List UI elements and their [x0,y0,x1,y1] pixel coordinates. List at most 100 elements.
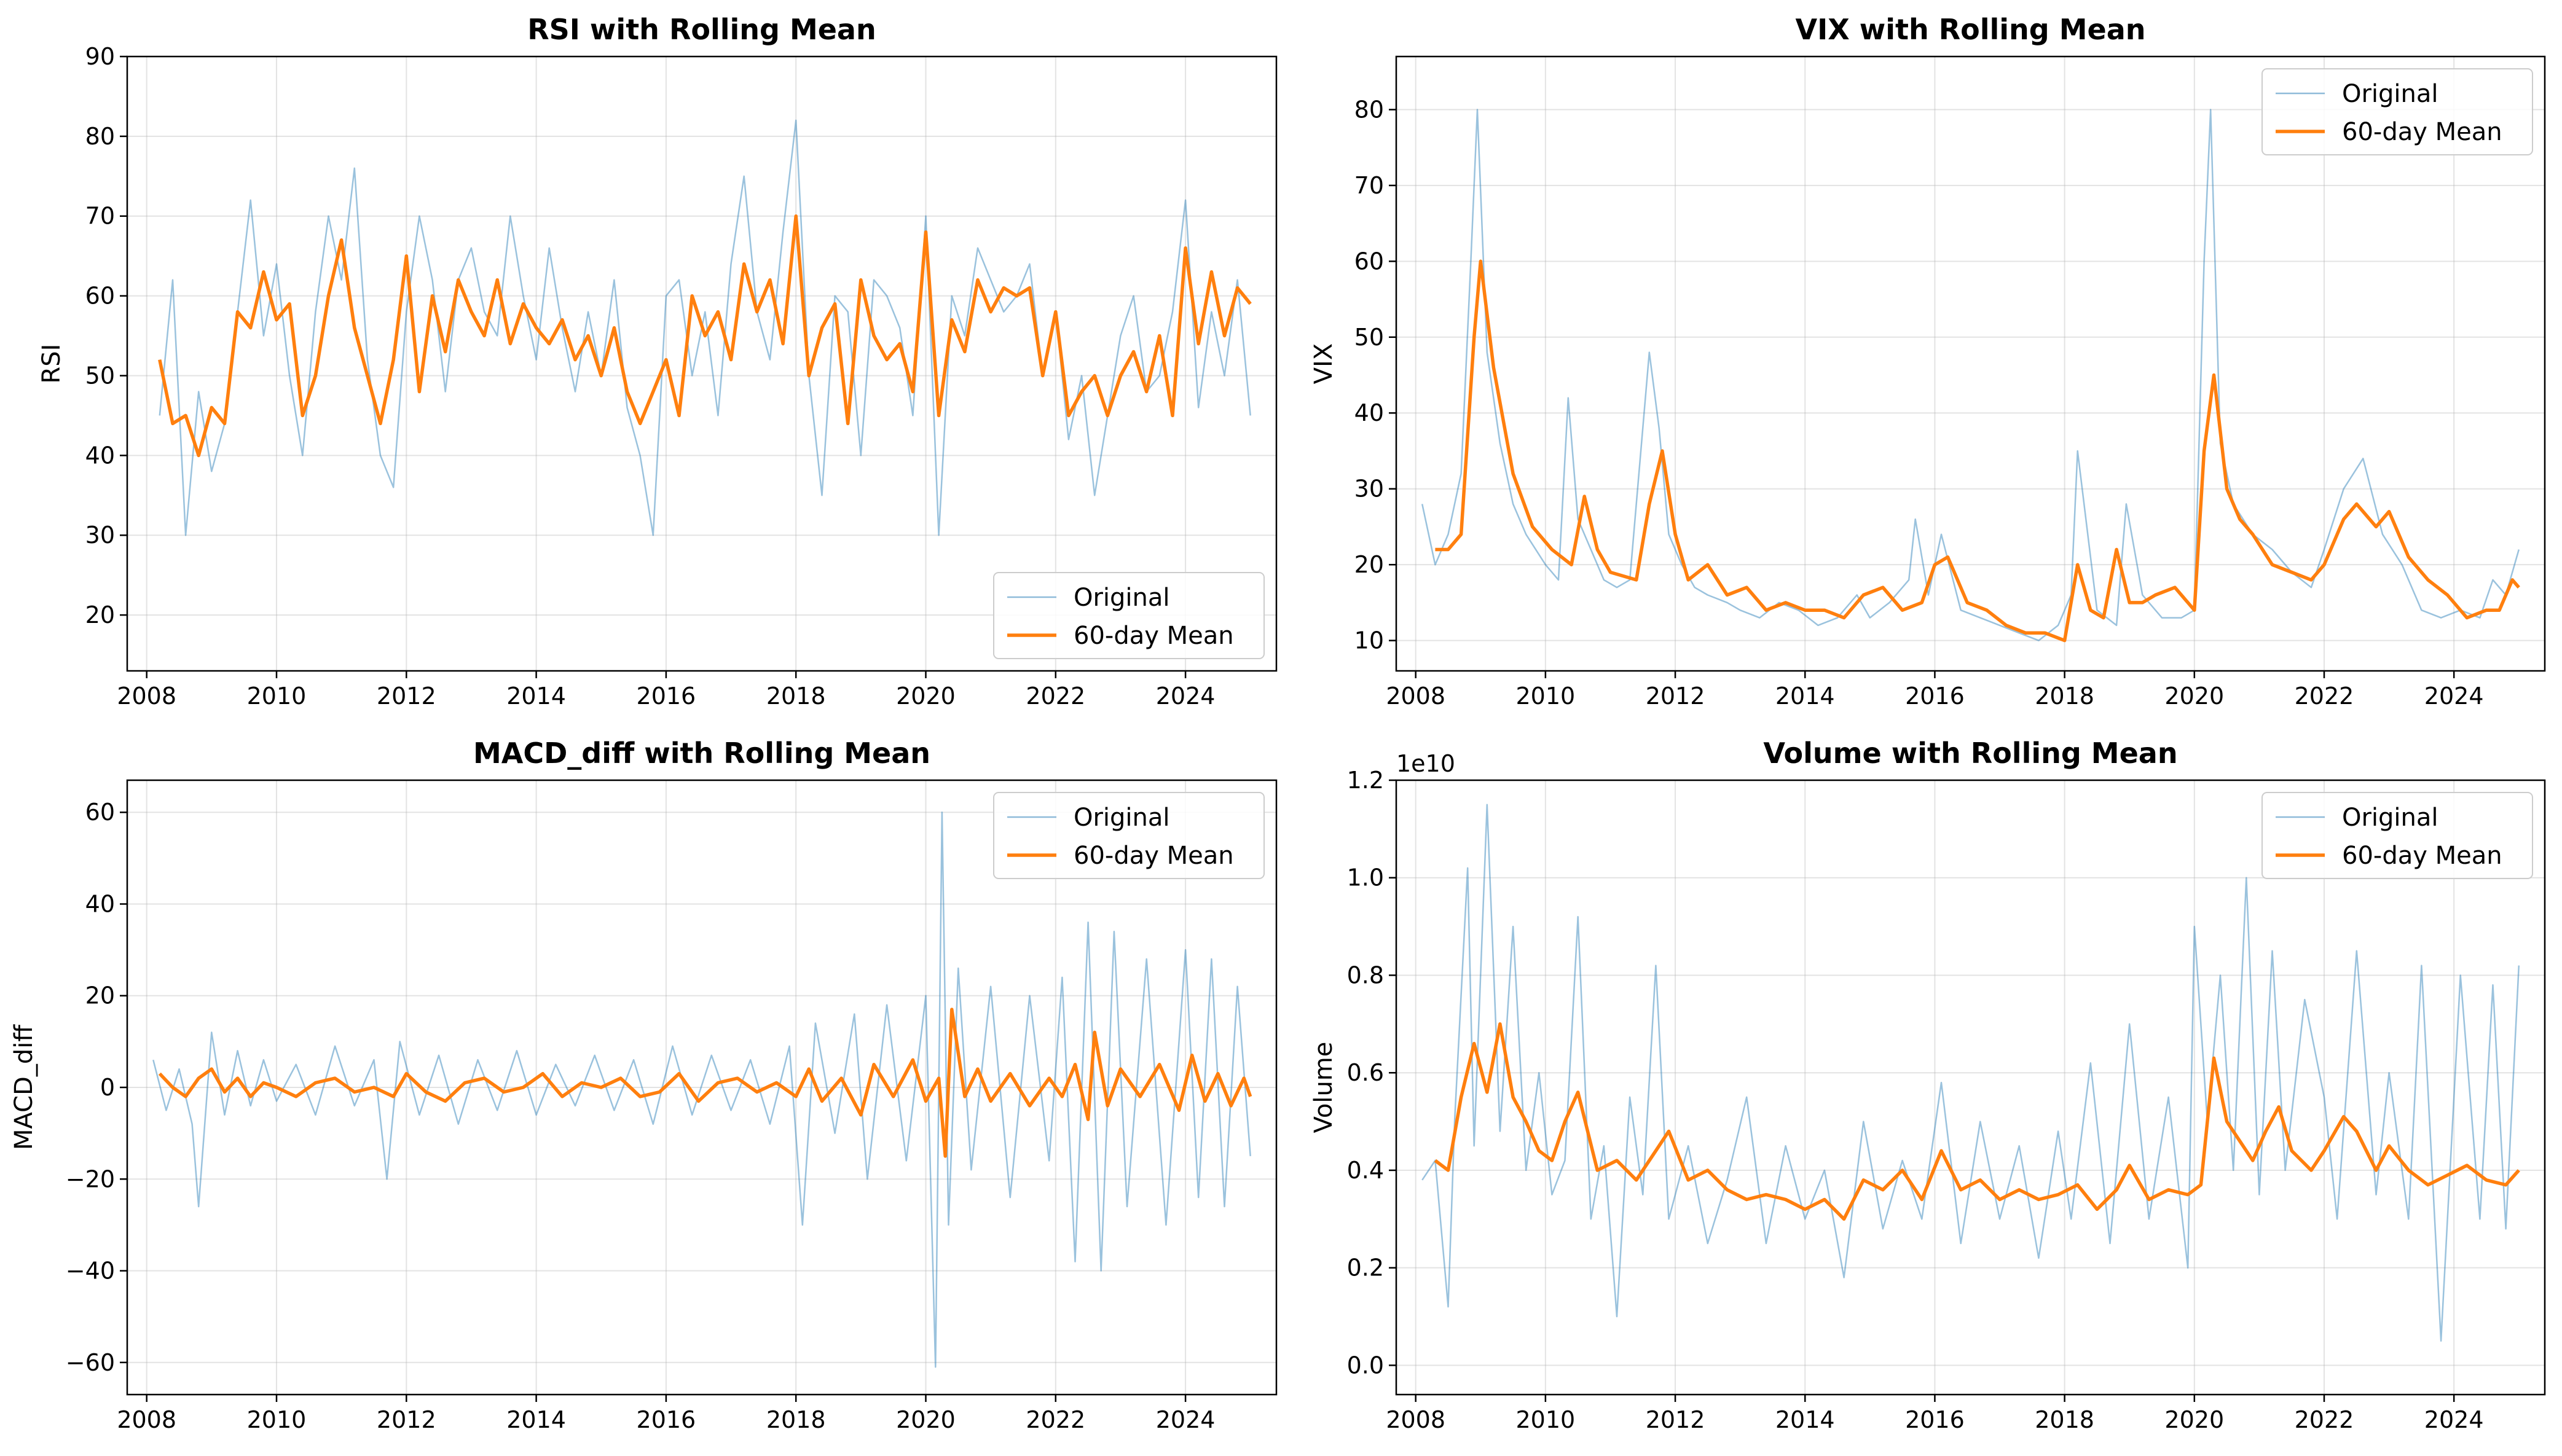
y-offset-text: 1e10 [1396,750,1455,777]
y-tick-label: 40 [1354,399,1384,426]
y-tick-label: 20 [85,601,115,628]
y-tick-label: 20 [1354,551,1384,578]
y-axis-label: Volume [1310,1042,1338,1133]
y-tick-label: 70 [85,203,115,230]
y-tick-label: 1.2 [1347,767,1384,794]
x-tick-label: 2016 [637,1406,696,1433]
x-tick-label: 2010 [247,1406,307,1433]
y-axis-label: RSI [37,344,66,384]
chart-title: VIX with Rolling Mean [1796,13,2146,46]
x-tick-label: 2024 [2424,683,2484,710]
x-tick-label: 2008 [117,683,176,710]
plot-frame [126,55,1278,672]
y-tick-label: 70 [1354,172,1384,199]
y-tick-label: 10 [1354,627,1384,654]
x-tick-label: 2020 [2164,1406,2224,1433]
chart-panel-3: 2008 2010 2012 2014 2016 2018 2020 2022 2024 −60 −… [10,737,1278,1433]
chart-panel-2: 2008 2010 2012 2014 2016 2018 2020 2022 2024 10 20… [1310,13,2546,710]
y-tick-label: 80 [1354,96,1384,123]
y-tick-label: 0.0 [1347,1352,1384,1379]
x-tick-label: 2012 [377,1406,436,1433]
y-tick-label: 1.0 [1347,864,1384,891]
legend: Original 60-day Mean [2261,792,2533,879]
x-tick-label: 2022 [1026,1406,1085,1433]
y-tick-label: 60 [1354,248,1384,275]
legend-label: Original [2342,804,2438,832]
series-line-60-day-mean [158,214,1252,458]
y-tick-label: 50 [85,362,115,389]
x-tick-label: 2020 [896,683,956,710]
x-tick-label: 2018 [766,683,826,710]
plot-frame [1395,55,2546,672]
y-tick-label: 0.4 [1347,1157,1384,1184]
y-tick-label: 30 [85,522,115,549]
x-tick-label: 2024 [2424,1406,2484,1433]
legend-label: 60-day Mean [1074,842,1234,870]
y-axis-label: MACD_diff [10,1024,38,1150]
legend-label: 60-day Mean [1074,622,1234,650]
x-tick-label: 2014 [506,683,566,710]
series-line-original [159,119,1251,536]
x-tick-label: 2016 [1905,1406,1965,1433]
legend: Original 60-day Mean [993,572,1265,659]
x-tick-label: 2020 [896,1406,956,1433]
x-tick-label: 2018 [766,1406,826,1433]
legend-label: 60-day Mean [2342,842,2502,870]
x-tick-label: 2018 [2035,1406,2094,1433]
legend-box [2261,792,2533,879]
y-tick-label: 0.6 [1347,1059,1384,1086]
x-tick-label: 2024 [1156,683,1216,710]
x-tick-label: 2008 [1386,683,1445,710]
y-tick-label: 30 [1354,476,1384,503]
series-line-60-day-mean [158,1008,1252,1158]
x-tick-label: 2012 [377,683,436,710]
x-tick-label: 2010 [1516,683,1576,710]
legend-box [2261,68,2533,155]
x-tick-label: 2010 [1516,1406,1576,1433]
x-tick-label: 2014 [506,1406,566,1433]
x-tick-label: 2012 [1646,683,1705,710]
x-tick-label: 2012 [1646,1406,1705,1433]
x-tick-label: 2022 [2295,1406,2354,1433]
series-line-original [1421,109,2520,641]
y-tick-label: 40 [85,442,115,469]
series-line-original [1421,804,2520,1342]
y-tick-label: −60 [66,1349,115,1376]
x-tick-label: 2008 [117,1406,176,1433]
y-tick-label: 0 [100,1074,115,1101]
legend-label: Original [1074,584,1170,612]
series-line-original [152,811,1251,1368]
x-tick-label: 2016 [637,683,696,710]
y-tick-label: 50 [1354,324,1384,351]
y-axis-label: VIX [1310,343,1338,385]
x-tick-label: 2022 [1026,683,1085,710]
y-tick-label: 90 [85,43,115,70]
chart-panel-4: 2008 2010 2012 2014 2016 2018 2020 2022 2024 0.0 0… [1310,737,2546,1433]
series-line-60-day-mean [1434,1022,2520,1221]
legend-box [993,572,1265,659]
chart-title: RSI with Rolling Mean [527,13,876,46]
y-tick-label: 60 [85,799,115,826]
x-tick-label: 2024 [1156,1406,1216,1433]
x-tick-label: 2014 [1775,1406,1835,1433]
chart-title: MACD_diff with Rolling Mean [473,737,930,770]
legend-label: 60-day Mean [2342,118,2502,146]
x-tick-label: 2018 [2035,683,2094,710]
x-tick-label: 2010 [247,683,307,710]
legend-label: Original [1074,804,1170,832]
legend: Original 60-day Mean [2261,68,2533,155]
x-tick-label: 2016 [1905,683,1965,710]
chart-title: Volume with Rolling Mean [1763,737,2177,770]
y-tick-label: −40 [66,1258,115,1285]
y-tick-label: 0.8 [1347,961,1384,988]
y-tick-label: 60 [85,283,115,310]
x-tick-label: 2020 [2164,683,2224,710]
x-tick-label: 2008 [1386,1406,1445,1433]
plot-frame [1395,779,2546,1396]
legend-label: Original [2342,80,2438,108]
y-tick-label: 20 [85,982,115,1009]
y-tick-label: 0.2 [1347,1254,1384,1282]
x-tick-label: 2014 [1775,683,1835,710]
x-tick-label: 2022 [2295,683,2354,710]
